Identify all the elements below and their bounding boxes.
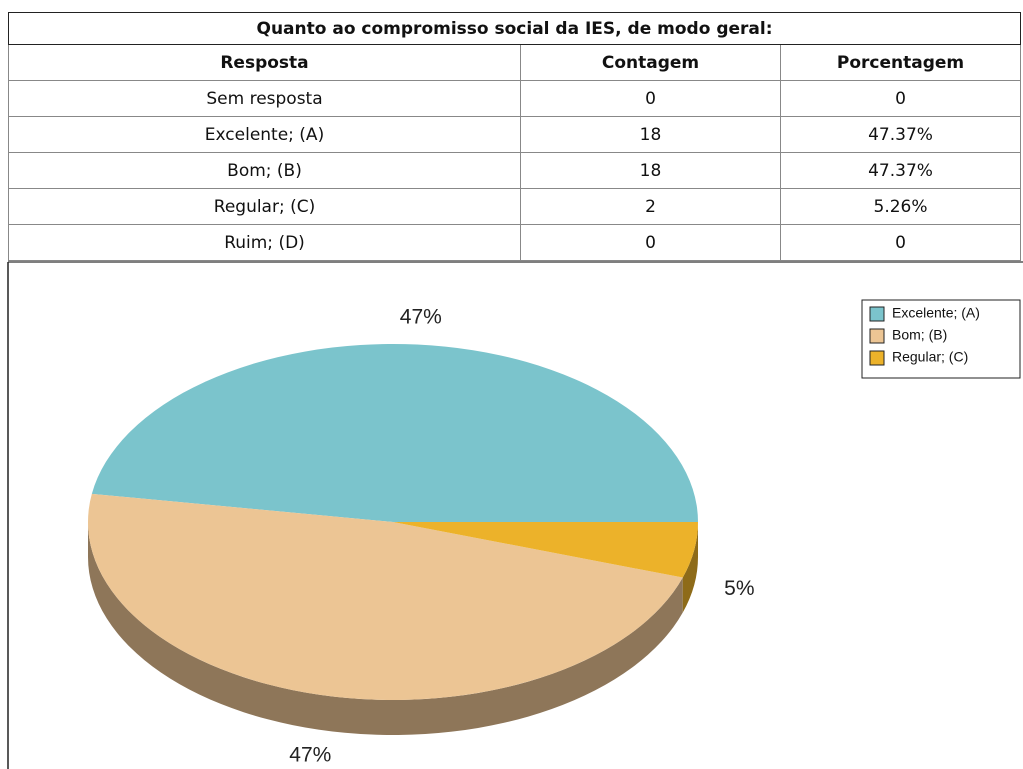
legend-label: Excelente; (A) bbox=[892, 305, 980, 321]
legend-swatch bbox=[869, 306, 885, 322]
table-row: Regular; (C) 2 5.26% bbox=[8, 188, 1022, 225]
table-cell: Regular; (C) bbox=[8, 188, 521, 225]
legend-box bbox=[861, 299, 1021, 379]
pie-slice bbox=[393, 522, 698, 578]
results-table: Quanto ao compromisso social da IES, de … bbox=[7, 12, 1022, 261]
table-title: Quanto ao compromisso social da IES, de … bbox=[7, 12, 1022, 45]
table-row: Sem resposta 0 0 bbox=[8, 80, 1022, 117]
table-cell: Sem resposta bbox=[8, 80, 521, 117]
table-cell: 5.26% bbox=[779, 188, 1022, 225]
table-cell: 2 bbox=[520, 188, 781, 225]
slice-label: 47% bbox=[289, 743, 331, 766]
pie-slice bbox=[91, 344, 699, 522]
pie-slice bbox=[87, 493, 683, 701]
table-cell: Ruim; (D) bbox=[8, 224, 521, 261]
pie-side bbox=[682, 522, 698, 613]
legend-swatch bbox=[869, 328, 885, 344]
table-row: Excelente; (A) 18 47.37% bbox=[8, 116, 1022, 153]
header-row: Resposta Contagem Porcentagem bbox=[8, 44, 1022, 81]
pie-side bbox=[88, 522, 683, 735]
slice-label: 47% bbox=[400, 305, 442, 328]
header-cell: Porcentagem bbox=[779, 44, 1022, 81]
table-cell: 0 bbox=[779, 80, 1022, 117]
header-cell: Resposta bbox=[8, 44, 521, 81]
table-cell: Bom; (B) bbox=[8, 152, 521, 189]
table-cell: Excelente; (A) bbox=[8, 116, 521, 153]
legend-swatch bbox=[869, 350, 885, 366]
title-row: Quanto ao compromisso social da IES, de … bbox=[7, 12, 1022, 45]
table-cell: 18 bbox=[520, 116, 781, 153]
table-cell: 0 bbox=[779, 224, 1022, 261]
legend-label: Regular; (C) bbox=[892, 349, 968, 365]
table-row: Ruim; (D) 0 0 bbox=[8, 224, 1022, 261]
slice-label: 5% bbox=[724, 577, 754, 600]
legend-label: Bom; (B) bbox=[892, 327, 947, 343]
table-cell: 0 bbox=[520, 224, 781, 261]
